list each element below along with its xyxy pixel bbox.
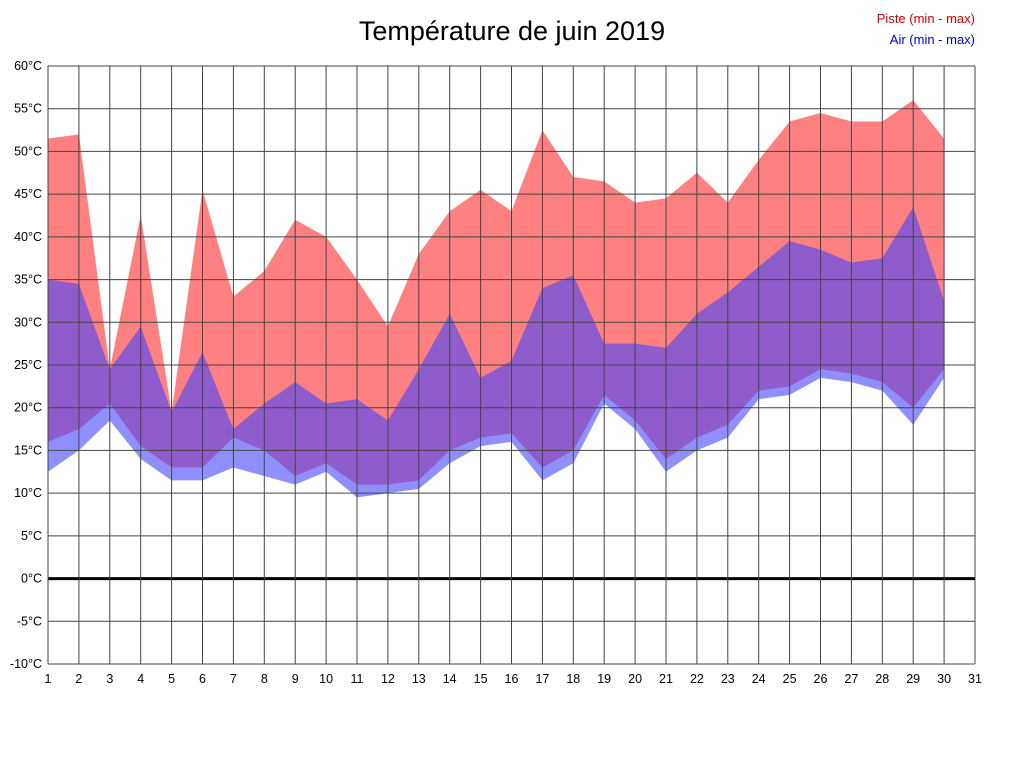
- y-axis-tick-label: 55°C: [14, 102, 42, 116]
- x-axis-tick-label: 29: [906, 672, 920, 686]
- x-axis-tick-label: 11: [351, 672, 364, 686]
- y-axis-tick-label: 25°C: [14, 358, 42, 372]
- x-axis-tick-label: 10: [319, 672, 333, 686]
- x-axis-tick-label: 25: [783, 672, 797, 686]
- y-axis-tick-label: 35°C: [14, 273, 42, 287]
- x-axis-tick-label: 15: [474, 672, 488, 686]
- legend-piste: Piste (min - max): [876, 11, 975, 26]
- x-axis-tick-label: 24: [752, 672, 766, 686]
- y-axis-tick-label: 40°C: [14, 230, 42, 244]
- x-axis-tick-label: 18: [566, 672, 580, 686]
- x-axis-tick-label: 14: [443, 672, 457, 686]
- x-axis-tick-label: 13: [412, 672, 426, 686]
- x-axis-tick-label: 8: [261, 672, 268, 686]
- y-axis-tick-label: 10°C: [14, 486, 42, 500]
- x-axis-tick-label: 7: [230, 672, 237, 686]
- chart-title: Température de juin 2019: [358, 16, 666, 46]
- y-axis-tick-label: -10°C: [10, 657, 42, 671]
- x-axis-tick-label: 3: [106, 672, 113, 686]
- y-axis-tick-label: 20°C: [14, 401, 42, 415]
- x-axis-tick-label: 9: [292, 672, 299, 686]
- y-axis-tick-label: 45°C: [14, 187, 42, 201]
- x-axis-tick-label: 12: [381, 672, 395, 686]
- y-axis-tick-label: 15°C: [14, 443, 42, 457]
- y-axis-tick-label: 60°C: [14, 59, 42, 73]
- x-axis-tick-label: 21: [659, 672, 673, 686]
- x-axis-tick-label: 16: [505, 672, 519, 686]
- x-axis-tick-label: 19: [597, 672, 611, 686]
- y-axis-tick-label: 50°C: [14, 144, 42, 158]
- x-axis-tick-label: 28: [875, 672, 889, 686]
- x-axis-tick-label: 17: [535, 672, 549, 686]
- x-axis-tick-label: 30: [937, 672, 951, 686]
- x-axis-tick-label: 31: [968, 672, 982, 686]
- x-axis-tick-label: 1: [45, 672, 52, 686]
- x-axis-tick-label: 2: [75, 672, 82, 686]
- x-axis-tick-label: 5: [168, 672, 175, 686]
- x-axis-tick-label: 23: [721, 672, 735, 686]
- x-axis-tick-label: 4: [137, 672, 144, 686]
- y-axis-tick-label: 5°C: [21, 529, 42, 543]
- chart-legend: Piste (min - max) Air (min - max): [877, 8, 975, 50]
- air-minmax-band: [48, 206, 945, 498]
- x-axis-tick-label: 20: [628, 672, 642, 686]
- y-axis-tick-label: 30°C: [14, 315, 42, 329]
- x-axis-tick-label: 27: [844, 672, 858, 686]
- y-axis-tick-label: 0°C: [21, 572, 42, 586]
- x-axis-tick-label: 6: [199, 672, 206, 686]
- x-axis-tick-label: 26: [814, 672, 828, 686]
- legend-air: Air (min - max): [889, 32, 975, 47]
- y-axis-tick-label: -5°C: [17, 614, 42, 628]
- x-axis-tick-label: 22: [690, 672, 704, 686]
